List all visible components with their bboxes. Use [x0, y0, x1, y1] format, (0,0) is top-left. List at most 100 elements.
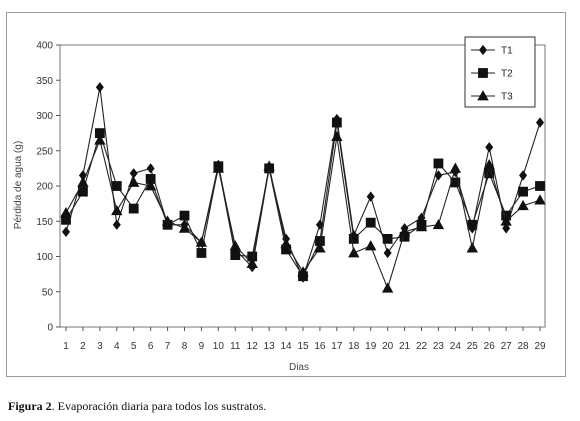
data-point-t3 [449, 162, 462, 173]
x-tick-label: 5 [131, 341, 137, 352]
y-tick-label: 150 [36, 217, 53, 228]
data-point-t2 [365, 217, 376, 228]
data-point-t3 [365, 240, 377, 251]
x-tick-label: 26 [484, 341, 496, 352]
x-tick-label: 12 [247, 341, 259, 352]
y-tick-label: 300 [36, 111, 53, 122]
data-point-t2 [535, 181, 545, 191]
y-tick-label: 250 [36, 146, 53, 157]
data-point-t3 [483, 159, 495, 170]
x-tick-label: 3 [97, 341, 103, 352]
data-point-t1 [519, 170, 528, 181]
y-tick-label: 50 [42, 287, 54, 298]
x-tick-label: 9 [199, 341, 205, 352]
y-axis-label: Pérdida de agua (g) [13, 141, 24, 229]
data-point-t1 [485, 142, 494, 153]
x-tick-label: 11 [230, 341, 241, 352]
data-point-t2 [382, 233, 393, 244]
y-tick-label: 200 [36, 182, 53, 193]
x-axis-label: Dias [289, 362, 309, 373]
legend-item-t3: T3 [471, 90, 513, 103]
data-point-t2 [128, 203, 139, 214]
data-point-t1 [95, 82, 104, 93]
data-point-t1 [112, 219, 121, 230]
legend-item-t1: T1 [471, 44, 513, 57]
y-tick-label: 0 [47, 323, 53, 334]
data-point-t2 [230, 250, 241, 260]
data-point-t3 [534, 194, 546, 205]
data-point-t2 [179, 210, 190, 221]
x-tick-label: 6 [148, 341, 154, 352]
legend-marker-t1 [478, 44, 488, 56]
data-point-t1 [535, 117, 545, 128]
data-point-t1 [129, 168, 138, 179]
data-point-t3 [229, 240, 241, 251]
data-point-t3 [60, 206, 72, 218]
legend-box [464, 36, 536, 108]
data-point-t3 [297, 266, 309, 277]
data-point-t3 [466, 242, 478, 253]
x-tick-label: 22 [416, 341, 428, 352]
series-t3 [60, 130, 546, 293]
legend-label: T3 [501, 92, 513, 103]
data-point-t3 [280, 237, 292, 249]
y-tick-label: 400 [36, 41, 53, 52]
data-point-t3 [161, 215, 174, 226]
x-tick-label: 17 [331, 341, 343, 352]
data-point-t1 [61, 226, 71, 237]
data-point-t3 [195, 236, 208, 247]
x-tick-label: 28 [518, 341, 530, 352]
x-tick-label: 15 [297, 341, 309, 352]
data-point-t3 [94, 134, 106, 145]
caption-label: Figura 2 [8, 399, 52, 413]
x-tick-label: 8 [182, 341, 188, 352]
series-t2 [61, 117, 545, 282]
x-tick-label: 16 [314, 341, 326, 352]
data-point-t1 [146, 163, 155, 174]
x-tick-label: 2 [80, 341, 86, 352]
figure-caption: Figura 2. Evaporación diaria para todos … [8, 399, 266, 414]
data-point-t3 [517, 199, 529, 211]
data-point-t3 [331, 130, 343, 142]
y-tick-label: 100 [36, 252, 53, 263]
x-tick-label: 19 [365, 341, 377, 352]
data-point-t3 [178, 222, 191, 233]
data-point-t1 [383, 247, 392, 259]
data-point-t3 [432, 218, 445, 230]
x-tick-label: 14 [281, 341, 293, 352]
data-point-t2 [518, 186, 528, 197]
data-point-t2 [111, 181, 122, 191]
legend-item-t2: T2 [471, 68, 513, 80]
x-tick-label: 25 [467, 341, 479, 352]
legend-label: T2 [501, 69, 513, 80]
x-tick-label: 20 [382, 341, 394, 352]
data-point-t1 [366, 191, 375, 202]
x-tick-label: 13 [264, 341, 276, 352]
data-point-t2 [348, 233, 359, 244]
data-point-t1 [434, 170, 443, 181]
series-group [60, 82, 546, 293]
x-tick-label: 29 [534, 341, 546, 352]
data-point-t2 [433, 158, 444, 169]
data-point-t2 [467, 219, 478, 230]
x-tick-label: 24 [450, 341, 462, 352]
data-point-t2 [196, 248, 207, 258]
data-point-t3 [348, 247, 360, 258]
data-point-t3 [500, 215, 512, 226]
legend: T1 T2 T3 [464, 36, 536, 108]
data-point-t3 [111, 204, 123, 216]
data-point-t3 [381, 282, 394, 293]
x-tick-label: 18 [348, 341, 360, 352]
x-tick-label: 10 [213, 341, 225, 352]
data-point-t3 [415, 221, 428, 232]
x-tick-label: 1 [63, 341, 69, 352]
data-point-t3 [77, 176, 89, 187]
legend-marker-t3 [477, 90, 489, 101]
series-line-t2 [65, 122, 541, 278]
data-point-t3 [398, 226, 411, 237]
data-point-t3 [263, 160, 275, 171]
x-tick-label: 21 [399, 341, 411, 352]
x-tick-label: 4 [114, 341, 120, 352]
